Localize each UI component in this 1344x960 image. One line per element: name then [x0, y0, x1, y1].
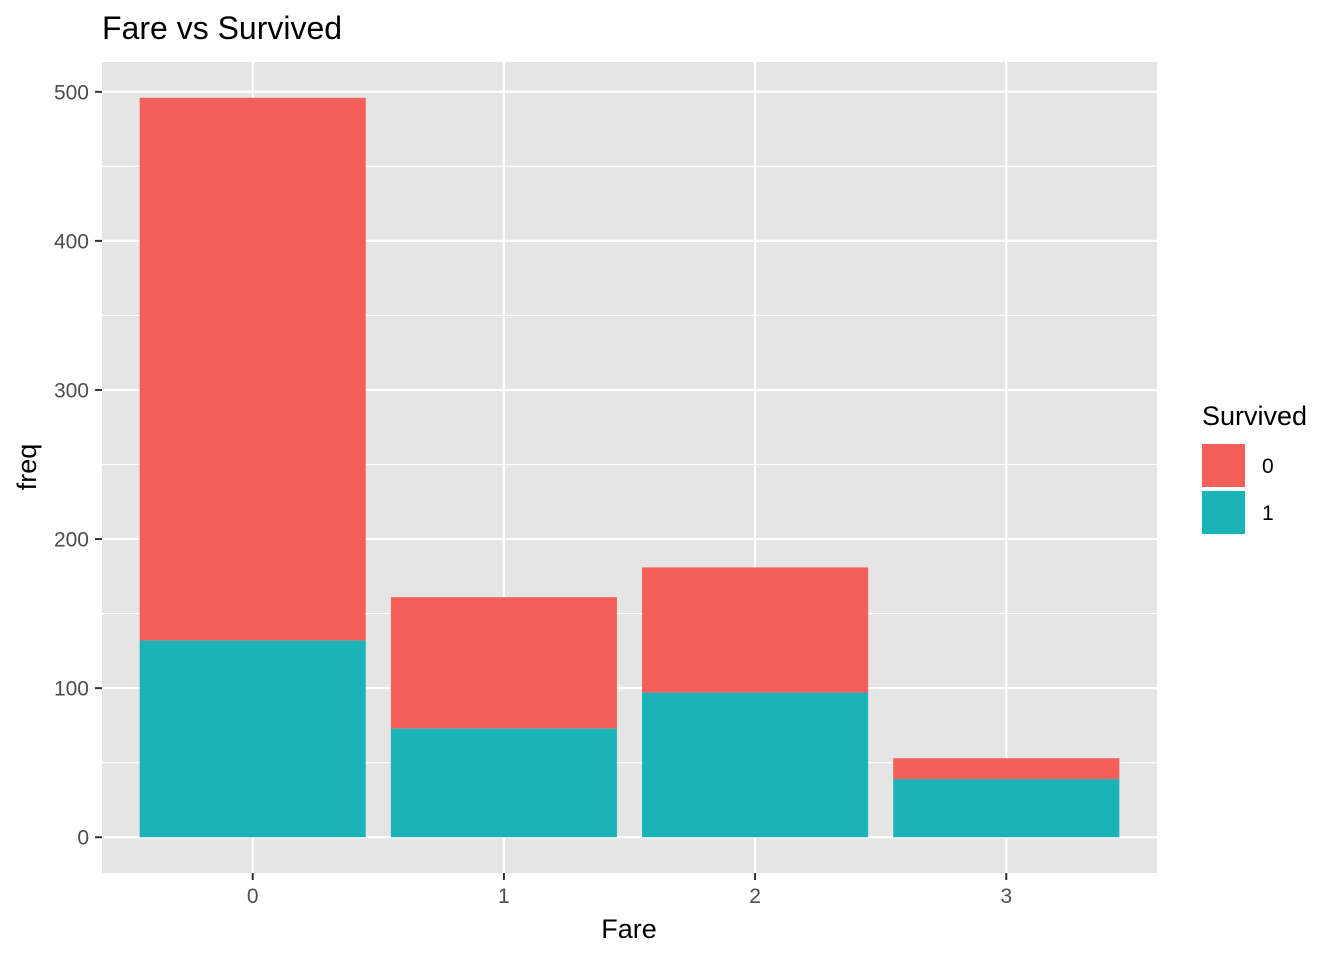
legend: Survived 01: [1202, 401, 1307, 534]
y-axis-ticks: 0 100 200 300 400 500: [54, 81, 102, 850]
legend-items: 01: [1202, 444, 1274, 534]
y-tick-label: 300: [54, 379, 89, 402]
chart-title: Fare vs Survived: [102, 10, 342, 46]
bar-fare-0-survived-0: [139, 97, 366, 641]
y-tick-label: 500: [54, 81, 89, 104]
bars: [139, 97, 1120, 838]
bar-fare-1-survived-0: [390, 597, 617, 729]
y-tick-label: 0: [77, 827, 89, 850]
y-tick-label: 100: [54, 678, 89, 701]
x-axis-title: Fare: [601, 914, 657, 944]
x-tick-label: 0: [247, 885, 259, 908]
legend-key-0: [1202, 444, 1245, 487]
y-axis-title: freq: [12, 444, 42, 491]
x-tick-label: 1: [498, 885, 510, 908]
bar-fare-3-survived-0: [893, 758, 1120, 780]
bar-fare-3-survived-1: [893, 779, 1120, 838]
bar-fare-1-survived-1: [390, 728, 617, 838]
bar-fare-2-survived-1: [642, 692, 869, 838]
bar-fare-0-survived-1: [139, 640, 366, 838]
bar-fare-2-survived-0: [642, 567, 869, 693]
legend-label-0: 0: [1262, 455, 1274, 478]
x-tick-label: 2: [749, 885, 761, 908]
legend-key-1: [1202, 491, 1245, 534]
x-axis-ticks: 0 1 2 3: [247, 873, 1012, 908]
y-tick-label: 200: [54, 529, 89, 552]
x-tick-label: 3: [1000, 885, 1012, 908]
legend-title: Survived: [1202, 401, 1307, 431]
y-tick-label: 400: [54, 230, 89, 253]
legend-label-1: 1: [1262, 502, 1274, 525]
